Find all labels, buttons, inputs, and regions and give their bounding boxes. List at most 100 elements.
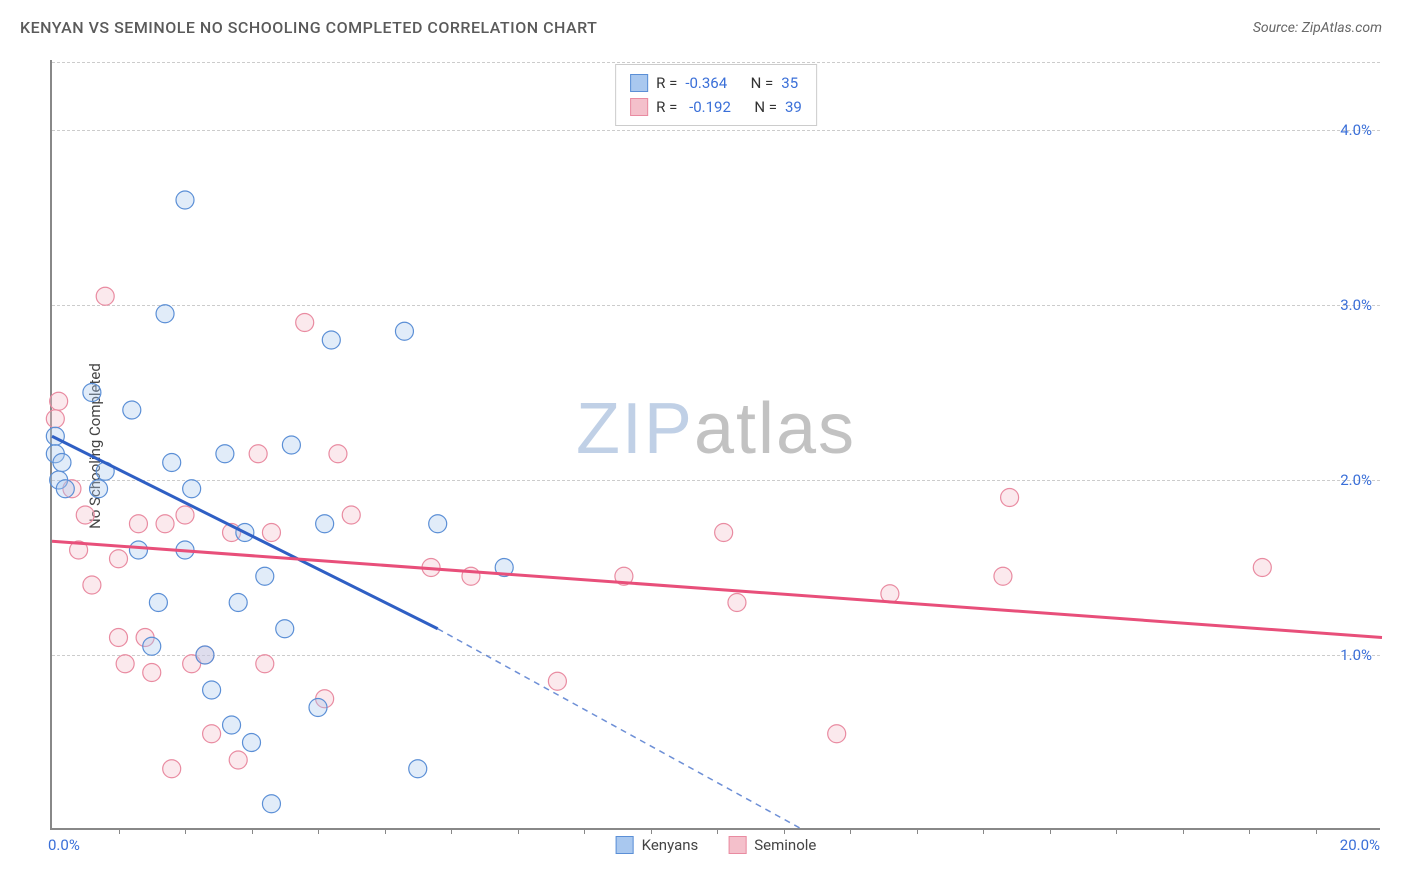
x-tick xyxy=(983,828,984,834)
data-point-seminole xyxy=(76,506,94,524)
data-point-kenyans xyxy=(309,699,327,717)
x-tick xyxy=(451,828,452,834)
r-label: R = xyxy=(656,95,677,119)
data-point-kenyans xyxy=(262,795,280,813)
data-point-seminole xyxy=(342,506,360,524)
n-label: N = xyxy=(751,71,774,95)
r-label: R = xyxy=(656,71,677,95)
data-point-seminole xyxy=(229,751,247,769)
data-point-kenyans xyxy=(183,480,201,498)
n-value-seminole: 39 xyxy=(785,95,802,119)
data-point-seminole xyxy=(715,524,733,542)
data-point-seminole xyxy=(46,410,64,428)
data-point-seminole xyxy=(828,725,846,743)
x-tick xyxy=(252,828,253,834)
data-point-seminole xyxy=(728,594,746,612)
data-point-kenyans xyxy=(53,454,71,472)
data-point-seminole xyxy=(296,314,314,332)
x-tick xyxy=(1249,828,1250,834)
data-point-seminole xyxy=(176,506,194,524)
data-point-seminole xyxy=(156,515,174,533)
legend: Kenyans Seminole xyxy=(616,836,817,854)
data-point-kenyans xyxy=(409,760,427,778)
x-tick xyxy=(651,828,652,834)
data-point-seminole xyxy=(548,672,566,690)
data-point-seminole xyxy=(143,664,161,682)
x-tick xyxy=(385,828,386,834)
data-point-kenyans xyxy=(196,646,214,664)
data-point-kenyans xyxy=(429,515,447,533)
legend-label-seminole: Seminole xyxy=(754,836,816,854)
data-point-kenyans xyxy=(243,734,261,752)
trendline-dashed-kenyans xyxy=(438,629,804,830)
scatter-svg xyxy=(52,60,1380,828)
x-tick xyxy=(185,828,186,834)
data-point-kenyans xyxy=(163,454,181,472)
data-point-seminole xyxy=(256,655,274,673)
plot-area: ZIPatlas 1.0%2.0%3.0%4.0% 0.0% 20.0% R =… xyxy=(50,60,1380,830)
data-point-kenyans xyxy=(143,637,161,655)
r-value-kenyans: -0.364 xyxy=(685,71,727,95)
data-point-kenyans xyxy=(176,191,194,209)
x-tick xyxy=(850,828,851,834)
data-point-seminole xyxy=(163,760,181,778)
data-point-seminole xyxy=(1253,559,1271,577)
data-point-kenyans xyxy=(156,305,174,323)
swatch-kenyans xyxy=(630,74,648,92)
data-point-kenyans xyxy=(395,322,413,340)
legend-swatch-kenyans xyxy=(616,836,634,854)
x-tick xyxy=(717,828,718,834)
n-label: N = xyxy=(754,95,777,119)
data-point-seminole xyxy=(1001,489,1019,507)
data-point-seminole xyxy=(116,655,134,673)
x-tick xyxy=(318,828,319,834)
data-point-seminole xyxy=(262,524,280,542)
data-point-kenyans xyxy=(123,401,141,419)
data-point-kenyans xyxy=(256,567,274,585)
data-point-seminole xyxy=(83,576,101,594)
x-tick xyxy=(1183,828,1184,834)
data-point-seminole xyxy=(96,287,114,305)
swatch-seminole xyxy=(630,98,648,116)
data-point-kenyans xyxy=(316,515,334,533)
data-point-kenyans xyxy=(56,480,74,498)
stats-row-seminole: R = -0.192 N = 39 xyxy=(630,95,802,119)
legend-item-kenyans: Kenyans xyxy=(616,836,699,854)
trendline-seminole xyxy=(52,541,1382,637)
n-value-kenyans: 35 xyxy=(781,71,798,95)
legend-item-seminole: Seminole xyxy=(728,836,816,854)
x-axis-max-label: 20.0% xyxy=(1340,836,1380,854)
x-tick xyxy=(584,828,585,834)
x-tick xyxy=(1050,828,1051,834)
data-point-seminole xyxy=(129,515,147,533)
data-point-seminole xyxy=(203,725,221,743)
x-tick xyxy=(119,828,120,834)
chart-title: KENYAN VS SEMINOLE NO SCHOOLING COMPLETE… xyxy=(20,18,597,37)
stats-box: R = -0.364 N = 35 R = -0.192 N = 39 xyxy=(615,64,817,126)
data-point-kenyans xyxy=(223,716,241,734)
legend-swatch-seminole xyxy=(728,836,746,854)
x-tick xyxy=(784,828,785,834)
data-point-kenyans xyxy=(322,331,340,349)
data-point-kenyans xyxy=(83,384,101,402)
data-point-kenyans xyxy=(282,436,300,454)
x-tick xyxy=(518,828,519,834)
legend-label-kenyans: Kenyans xyxy=(642,836,699,854)
data-point-seminole xyxy=(994,567,1012,585)
data-point-seminole xyxy=(50,392,68,410)
stats-row-kenyans: R = -0.364 N = 35 xyxy=(630,71,802,95)
x-axis-min-label: 0.0% xyxy=(48,836,80,854)
data-point-kenyans xyxy=(229,594,247,612)
x-tick xyxy=(1116,828,1117,834)
r-value-seminole: -0.192 xyxy=(685,95,731,119)
data-point-seminole xyxy=(110,550,128,568)
data-point-seminole xyxy=(249,445,267,463)
data-point-kenyans xyxy=(216,445,234,463)
data-point-kenyans xyxy=(276,620,294,638)
data-point-kenyans xyxy=(90,480,108,498)
data-point-seminole xyxy=(329,445,347,463)
source-attribution: Source: ZipAtlas.com xyxy=(1253,20,1382,36)
data-point-kenyans xyxy=(149,594,167,612)
data-point-seminole xyxy=(110,629,128,647)
data-point-kenyans xyxy=(203,681,221,699)
